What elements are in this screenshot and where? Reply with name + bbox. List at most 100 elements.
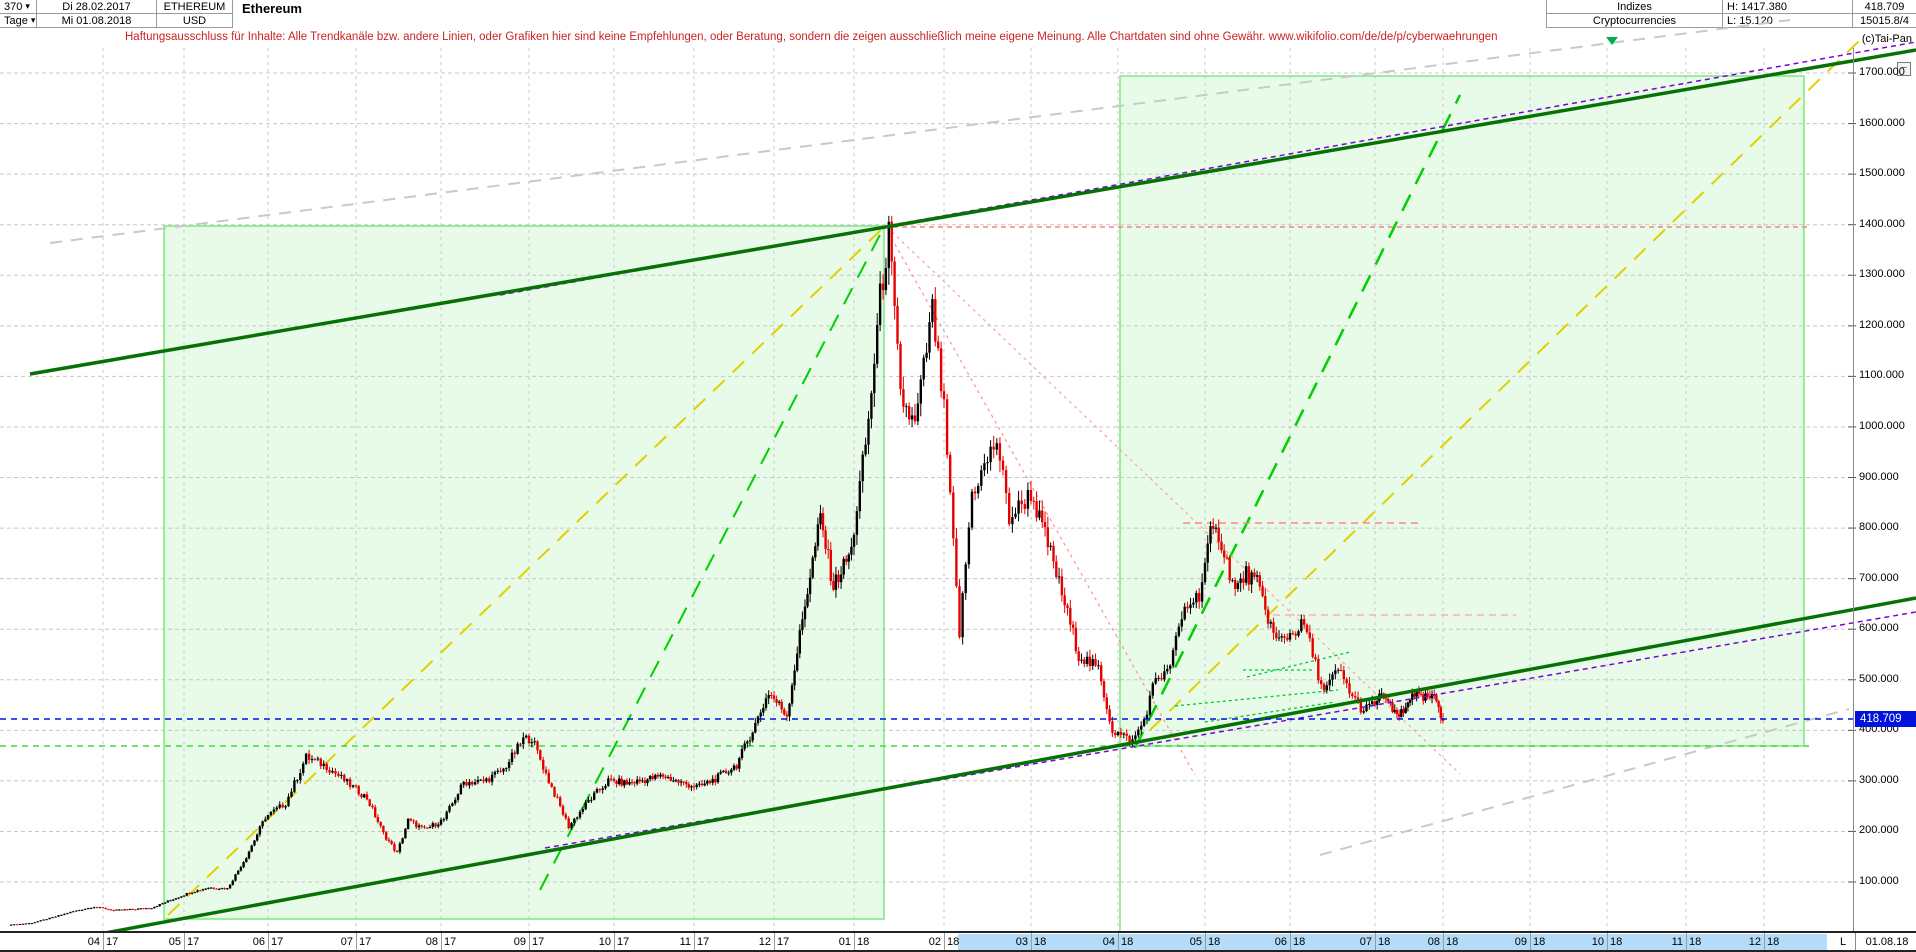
date-tick-year: 18 — [1293, 936, 1306, 948]
date-tick-year: 17 — [777, 936, 790, 948]
date-tick-year: 18 — [1378, 936, 1391, 948]
date-tick-year: 18 — [1767, 936, 1780, 948]
date-tick-label: 11 — [1671, 936, 1683, 948]
date-tick-label: 06 — [252, 936, 265, 948]
date-tick-label: 07 — [340, 936, 353, 948]
date-tick-label: 09 — [513, 936, 526, 948]
date-tick-mark — [1290, 933, 1291, 950]
date-tick-year: 18 — [1121, 936, 1134, 948]
date-tick-year: 17 — [359, 936, 372, 948]
date-tick-mark — [441, 933, 442, 950]
disclaimer-text: Haftungsausschluss für Inhalte: Alle Tre… — [125, 31, 1498, 43]
symbol-cell: ETHEREUM — [157, 0, 233, 14]
date-tick-label: 05 — [1189, 936, 1202, 948]
corner-separator — [1855, 933, 1856, 952]
market-group-line1: Indizes — [1617, 0, 1652, 13]
corner-date-label: 01.08.18 — [1865, 936, 1909, 948]
date-tick-mark — [1607, 933, 1608, 950]
chevron-down-icon: ▾ — [30, 15, 36, 25]
chevron-down-icon: ▾ — [25, 1, 30, 11]
date-tick-label: 04 — [1102, 936, 1115, 948]
date-tick-year: 17 — [271, 936, 284, 948]
date-tick-year: 17 — [617, 936, 630, 948]
bars-count-value: 370 — [4, 0, 23, 13]
market-group-cell: Indizes — [1546, 0, 1723, 14]
date-from-value: Di 28.02.2017 — [62, 0, 131, 13]
symbol-value: ETHEREUM — [163, 0, 226, 13]
low-marker-label: L — [1839, 936, 1847, 948]
date-tick-label: 10 — [598, 936, 611, 948]
date-tick-mark — [1686, 933, 1687, 950]
date-tick-label: 08 — [425, 936, 438, 948]
currency-value: USD — [182, 14, 207, 27]
price-tick-label: 1300.000 — [1859, 268, 1905, 281]
date-tick-mark — [1118, 933, 1119, 950]
date-tick-mark — [694, 933, 695, 950]
date-tick-mark — [944, 933, 945, 950]
price-tick-label: 1500.000 — [1859, 167, 1905, 180]
price-tick-label: 1400.000 — [1859, 217, 1905, 230]
date-axis: 04 17 05 17 06 17 07 17 08 17 09 17 10 17 11 17 12 17 01 18… — [0, 931, 1916, 952]
price-tick-label: 100.000 — [1859, 875, 1899, 887]
price-tick-label: 1200.000 — [1859, 318, 1905, 331]
date-tick-year: 17 — [106, 936, 119, 948]
date-from-cell: Di 28.02.2017 — [37, 0, 157, 14]
date-tick-label: 08 — [1427, 936, 1440, 948]
date-tick-label: 12 — [1748, 936, 1761, 948]
date-tick-mark — [356, 933, 357, 950]
price-tick-label: 600.000 — [1859, 622, 1899, 635]
trend-channel-box-2 — [1120, 76, 1804, 746]
index-value-cell: 15015.8/4 — [1853, 14, 1916, 28]
period-dropdown[interactable]: Tage ▾ — [0, 14, 37, 28]
date-tick-mark — [1764, 933, 1765, 950]
price-tick-label: 800.000 — [1859, 521, 1899, 534]
date-tick-label: 06 — [1274, 936, 1287, 948]
price-tick-label: 300.000 — [1859, 773, 1899, 786]
minimize-icon[interactable]: − — [1897, 62, 1911, 76]
date-tick-label: 01 — [838, 936, 851, 948]
bars-count-dropdown[interactable]: 370 ▾ — [0, 0, 37, 14]
date-tick-year: 18 — [1208, 936, 1221, 948]
date-tick-year: 18 — [1533, 936, 1546, 948]
date-tick-label: 04 — [87, 936, 100, 948]
date-tick-year: 17 — [697, 936, 710, 948]
date-tick-year: 18 — [1689, 936, 1702, 948]
date-to-value: Mi 01.08.2018 — [61, 14, 132, 27]
date-tick-year: 18 — [1446, 936, 1459, 948]
date-tick-year: 18 — [1610, 936, 1623, 948]
price-tick-label: 1000.000 — [1859, 419, 1905, 432]
date-tick-year: 18 — [947, 936, 960, 948]
date-tick-mark — [1205, 933, 1206, 950]
last-value-cell: 418.709 — [1853, 0, 1916, 14]
date-tick-label: 11 — [679, 936, 691, 948]
date-tick-label: 05 — [168, 936, 181, 948]
market-subgroup-line1: Cryptocurrencies — [1592, 14, 1677, 27]
date-tick-year: 18 — [1034, 936, 1047, 948]
date-tick-year: 17 — [444, 936, 457, 948]
currency-cell: USD — [157, 14, 233, 28]
date-tick-mark — [529, 933, 530, 950]
price-tick-label: 500.000 — [1859, 672, 1899, 685]
market-subgroup-cell: Cryptocurrencies — [1546, 14, 1723, 28]
price-tick-label: 900.000 — [1859, 470, 1899, 483]
date-range-highlight — [958, 934, 1827, 950]
price-axis-separator — [1853, 48, 1854, 952]
date-tick-label: 03 — [1015, 936, 1028, 948]
date-tick-label: 09 — [1514, 936, 1527, 948]
date-tick-mark — [1031, 933, 1032, 950]
last-value: 418.709 — [1864, 0, 1905, 13]
date-tick-mark — [1530, 933, 1531, 950]
date-tick-mark — [854, 933, 855, 950]
date-tick-year: 18 — [857, 936, 870, 948]
price-tick-label: 1700.000 — [1859, 66, 1905, 78]
drawing-marker-icon — [1606, 37, 1618, 45]
page-title: Ethereum — [242, 1, 302, 16]
date-tick-label: 10 — [1591, 936, 1604, 948]
date-tick-mark — [184, 933, 185, 950]
date-tick-mark — [103, 933, 104, 950]
candles — [9, 215, 1445, 926]
last-price-label: 418.709 — [1855, 711, 1916, 727]
price-tick-label: 700.000 — [1859, 571, 1899, 584]
period-high-cell: H: 1417.380 — [1723, 0, 1853, 14]
